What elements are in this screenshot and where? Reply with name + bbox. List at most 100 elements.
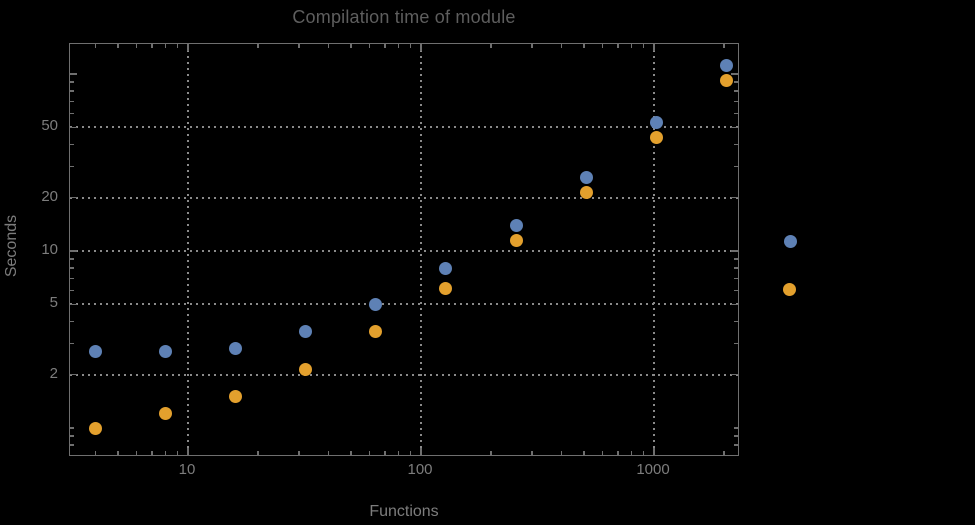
data-point-orange-series <box>229 390 243 404</box>
y-tick-mark <box>70 435 74 437</box>
x-tick-mark <box>490 451 492 455</box>
gridline-horizontal <box>70 303 738 306</box>
y-tick-mark <box>734 267 738 269</box>
x-tick-mark <box>298 44 300 48</box>
y-tick-mark <box>70 73 77 75</box>
x-tick-mark <box>531 44 533 48</box>
x-tick-mark <box>151 451 153 455</box>
legend-marker-blue-series <box>783 234 797 248</box>
y-tick-mark <box>70 303 77 306</box>
gridline-horizontal <box>70 373 738 376</box>
y-tick-mark <box>734 100 738 103</box>
x-tick-mark <box>653 448 655 455</box>
x-tick-mark <box>653 44 655 51</box>
gridline-horizontal <box>70 196 738 199</box>
y-tick-mark <box>70 81 74 83</box>
x-tick-mark <box>298 451 300 455</box>
x-tick-mark <box>723 44 725 48</box>
data-point-orange-series <box>439 282 453 296</box>
data-point-blue-series <box>439 261 453 275</box>
y-tick-mark <box>70 250 77 252</box>
y-tick-mark <box>734 90 738 92</box>
data-point-blue-series <box>509 218 523 232</box>
x-tick-mark <box>117 44 119 48</box>
data-point-orange-series <box>509 233 523 247</box>
x-tick-mark <box>560 451 563 455</box>
y-tick-mark <box>70 100 74 103</box>
x-tick-mark <box>583 451 585 455</box>
x-tick-label: 100 <box>407 461 433 478</box>
y-tick-mark <box>734 143 738 146</box>
data-point-orange-series <box>158 407 172 421</box>
y-tick-mark <box>734 112 738 115</box>
x-tick-mark <box>384 44 386 48</box>
chart-title: Compilation time of module <box>292 7 516 27</box>
x-tick-mark <box>397 44 400 48</box>
x-tick-mark <box>642 451 645 455</box>
x-tick-mark <box>397 451 400 455</box>
x-tick-mark <box>151 44 153 48</box>
x-tick-mark <box>601 451 604 455</box>
y-tick-mark <box>70 342 74 345</box>
y-tick-mark <box>70 277 74 280</box>
x-tick-mark <box>176 44 179 48</box>
y-tick-mark <box>734 277 738 280</box>
data-point-blue-series <box>299 325 313 339</box>
y-tick-mark <box>70 165 74 168</box>
y-tick-mark <box>731 196 738 199</box>
y-tick-mark <box>734 444 738 446</box>
gridline-vertical <box>420 44 422 455</box>
x-tick-mark <box>164 451 167 455</box>
y-tick-mark <box>734 435 738 437</box>
data-point-blue-series <box>369 297 383 311</box>
x-tick-mark <box>327 451 330 455</box>
x-tick-mark <box>409 44 412 48</box>
y-tick-mark <box>731 303 738 306</box>
y-tick-mark <box>70 444 74 446</box>
x-tick-label: 1000 <box>636 461 670 478</box>
data-point-blue-series <box>158 345 172 359</box>
data-point-orange-series <box>649 130 663 144</box>
x-tick-mark <box>135 451 138 455</box>
x-tick-mark <box>601 44 604 48</box>
x-tick-mark <box>350 44 352 48</box>
y-tick-label: 2 <box>49 364 58 382</box>
data-point-orange-series <box>299 362 313 376</box>
gridline-horizontal <box>70 250 738 252</box>
x-tick-mark <box>723 451 725 455</box>
x-tick-mark <box>368 451 371 455</box>
x-tick-mark <box>420 44 422 51</box>
x-tick-mark <box>420 448 422 455</box>
x-tick-mark <box>490 44 492 48</box>
y-tick-mark <box>734 320 738 323</box>
x-tick-mark <box>350 451 352 455</box>
y-tick-mark <box>734 258 738 260</box>
x-tick-mark <box>531 451 533 455</box>
x-tick-mark <box>384 451 386 455</box>
x-tick-mark <box>630 451 633 455</box>
x-tick-mark <box>94 44 97 48</box>
y-tick-mark <box>70 267 74 269</box>
data-point-blue-series <box>579 171 593 185</box>
y-tick-mark <box>70 258 74 260</box>
y-tick-mark <box>731 126 738 129</box>
y-tick-mark <box>734 427 738 429</box>
gridline-vertical <box>187 44 189 455</box>
y-tick-mark <box>70 196 77 199</box>
y-tick-mark <box>70 90 74 92</box>
y-tick-mark <box>734 81 738 83</box>
y-tick-mark <box>70 126 77 129</box>
data-point-blue-series <box>720 58 734 72</box>
gridline-vertical <box>653 44 655 455</box>
x-tick-mark <box>617 44 619 48</box>
x-tick-mark <box>94 451 97 455</box>
y-tick-mark <box>70 320 74 323</box>
x-axis-title: Functions <box>369 503 439 520</box>
y-tick-mark <box>70 143 74 146</box>
y-tick-mark <box>731 373 738 376</box>
x-tick-mark <box>187 44 189 51</box>
x-tick-mark <box>257 44 259 48</box>
legend-marker-orange-series <box>782 282 796 296</box>
x-tick-mark <box>583 44 585 48</box>
